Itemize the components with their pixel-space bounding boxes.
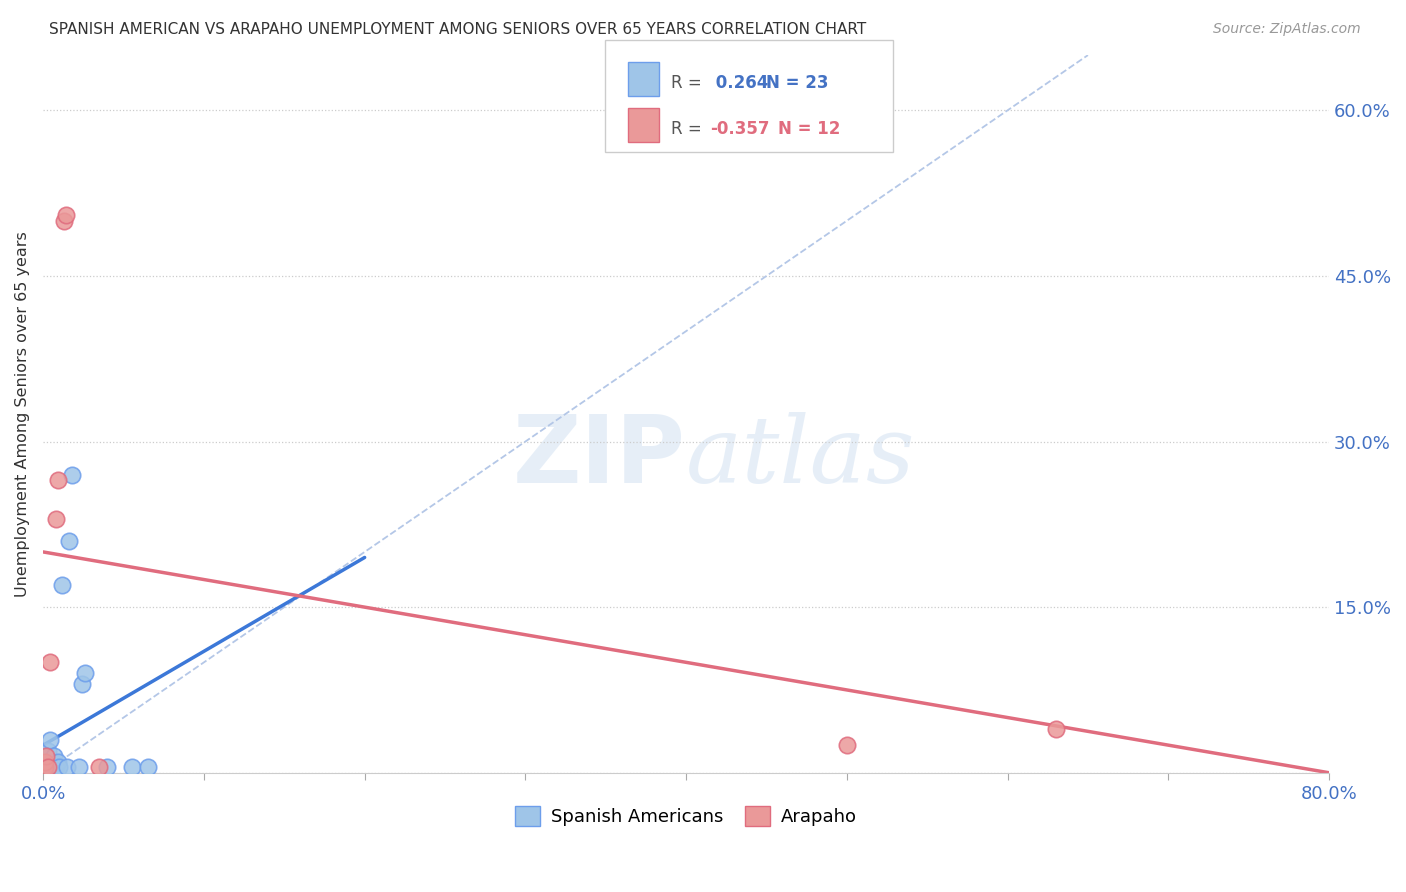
Point — [37, 760, 59, 774]
Point — [53, 213, 76, 227]
Point — [51, 578, 73, 592]
Legend: Spanish Americans, Arapaho: Spanish Americans, Arapaho — [506, 797, 866, 836]
Text: atlas: atlas — [686, 412, 915, 502]
Text: R =: R = — [671, 73, 707, 92]
Point — [48, 760, 70, 774]
Point — [46, 755, 69, 769]
Point — [39, 760, 62, 774]
Point — [45, 760, 67, 774]
Point — [121, 760, 143, 774]
Point — [70, 677, 93, 691]
Point — [46, 473, 69, 487]
Point — [37, 744, 59, 758]
Point — [38, 656, 60, 670]
Point — [35, 749, 58, 764]
Point — [136, 760, 159, 774]
Point — [835, 738, 858, 752]
Point — [67, 760, 90, 774]
Point — [60, 467, 83, 482]
Point — [89, 760, 111, 774]
Point — [96, 760, 118, 774]
Text: ZIP: ZIP — [513, 411, 686, 503]
Point — [42, 755, 65, 769]
Point — [56, 760, 79, 774]
Point — [58, 533, 80, 548]
Y-axis label: Unemployment Among Seniors over 65 years: Unemployment Among Seniors over 65 years — [15, 231, 30, 597]
Text: N = 12: N = 12 — [778, 120, 839, 137]
Point — [34, 755, 56, 769]
Point — [73, 666, 96, 681]
Point — [32, 760, 55, 774]
Point — [32, 749, 55, 764]
Point — [38, 732, 60, 747]
Point — [44, 749, 66, 764]
Point — [37, 755, 59, 769]
Text: 0.264: 0.264 — [710, 73, 769, 92]
Text: SPANISH AMERICAN VS ARAPAHO UNEMPLOYMENT AMONG SENIORS OVER 65 YEARS CORRELATION: SPANISH AMERICAN VS ARAPAHO UNEMPLOYMENT… — [49, 22, 866, 37]
Text: N = 23: N = 23 — [766, 73, 828, 92]
Point — [37, 760, 59, 774]
Text: -0.357: -0.357 — [710, 120, 769, 137]
Point — [55, 208, 77, 222]
Point — [32, 755, 55, 769]
Text: R =: R = — [671, 120, 707, 137]
Text: Source: ZipAtlas.com: Source: ZipAtlas.com — [1213, 22, 1361, 37]
Point — [45, 512, 67, 526]
Point — [1045, 722, 1067, 736]
Point — [34, 760, 56, 774]
